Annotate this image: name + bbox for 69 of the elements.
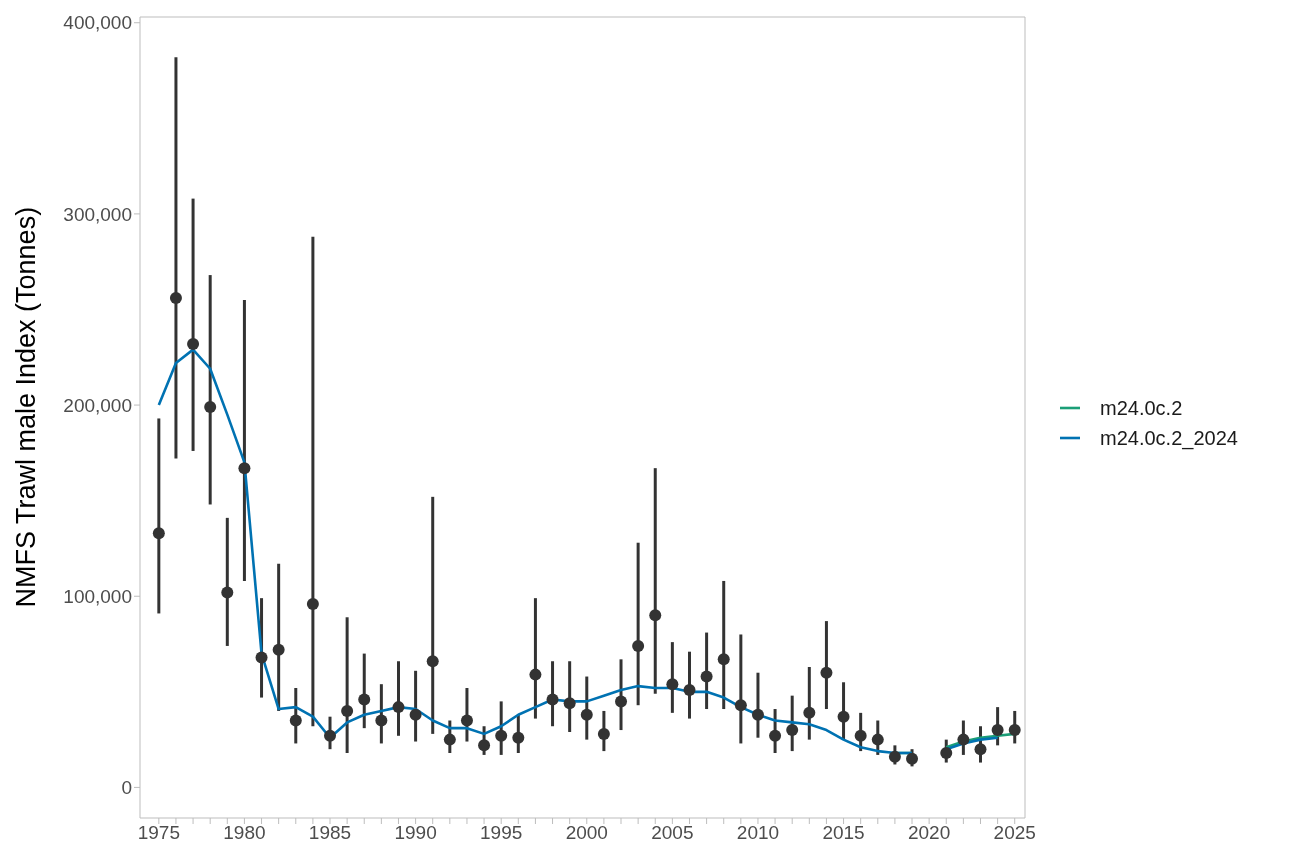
- x-tick-label: 2025: [993, 822, 1036, 844]
- y-axis-title: NMFS Trawl male Index (Tonnes): [10, 206, 41, 608]
- point: [187, 337, 200, 350]
- point: [597, 727, 610, 740]
- y-tick-label: 0: [121, 777, 132, 799]
- y-tick-label: 300,000: [63, 203, 132, 225]
- point: [1008, 724, 1021, 737]
- point: [272, 643, 285, 656]
- point: [786, 724, 799, 737]
- point: [940, 747, 953, 759]
- point: [666, 678, 679, 691]
- point: [152, 527, 165, 540]
- point: [375, 714, 388, 727]
- point: [443, 733, 456, 746]
- point: [512, 731, 525, 744]
- point: [906, 752, 919, 765]
- x-tick-label: 2020: [908, 822, 951, 844]
- point: [871, 733, 884, 746]
- point: [341, 704, 354, 717]
- x-tick-label: 1980: [223, 822, 266, 844]
- point: [991, 724, 1004, 737]
- point: [238, 462, 251, 475]
- point: [580, 708, 593, 721]
- x-tick-label: 2015: [822, 822, 865, 844]
- y-tick-label: 200,000: [63, 394, 132, 416]
- x-tick-label: 2010: [736, 822, 780, 844]
- point: [751, 708, 764, 721]
- point: [306, 597, 319, 610]
- point: [717, 653, 730, 666]
- point: [204, 400, 217, 413]
- point: [169, 292, 182, 305]
- legend-label: m24.0c.2_2024: [1100, 426, 1238, 450]
- y-tick-label: 400,000: [63, 12, 132, 34]
- point: [409, 708, 422, 721]
- point: [289, 714, 302, 727]
- point: [221, 586, 234, 599]
- point: [563, 697, 576, 710]
- point: [478, 739, 491, 752]
- point: [888, 750, 901, 763]
- point: [837, 710, 850, 723]
- x-tick-label: 1990: [394, 822, 437, 844]
- point: [820, 666, 833, 679]
- point: [700, 670, 713, 683]
- point: [460, 714, 473, 727]
- point: [734, 699, 747, 712]
- point: [495, 729, 508, 742]
- point: [392, 701, 405, 714]
- x-tick-label: 1975: [137, 822, 180, 844]
- x-tick-label: 2000: [565, 822, 608, 844]
- point: [803, 706, 816, 719]
- point: [324, 729, 337, 742]
- x-tick-label: 2005: [651, 822, 694, 844]
- point: [255, 651, 268, 664]
- point: [426, 655, 439, 668]
- y-tick-label: 100,000: [63, 585, 132, 607]
- point: [546, 693, 559, 706]
- legend-label: m24.0c.2: [1100, 396, 1183, 420]
- point: [615, 695, 628, 708]
- point: [529, 668, 542, 681]
- point: [632, 639, 645, 652]
- point: [957, 733, 970, 746]
- point: [974, 743, 987, 756]
- point: [649, 609, 662, 622]
- point: [358, 693, 371, 706]
- x-tick-label: 1985: [308, 822, 352, 844]
- x-tick-label: 1995: [480, 822, 523, 844]
- point: [769, 729, 782, 742]
- point: [683, 683, 696, 696]
- point: [854, 729, 867, 742]
